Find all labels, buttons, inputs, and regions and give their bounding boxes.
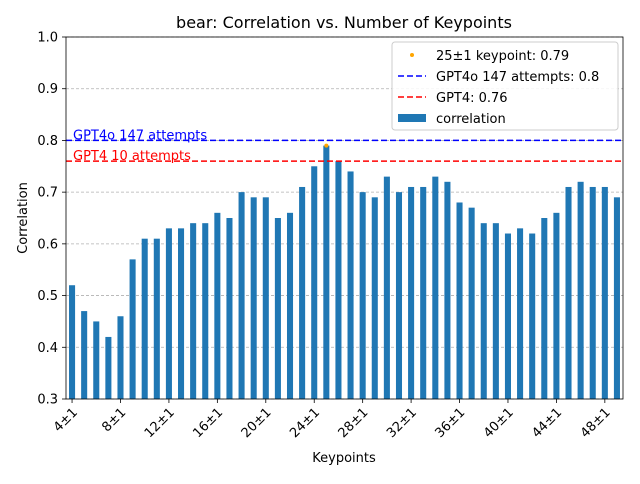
reference-line-annotation: GPT4o 147 attempts [73,128,207,143]
bar [323,145,330,399]
bar [395,192,403,399]
bar [504,233,511,399]
y-tick-label: 0.7 [37,186,58,201]
bar [529,233,536,399]
bar [202,223,209,399]
bar [553,212,560,399]
bar [93,321,100,399]
bar [371,197,378,399]
bar [468,207,475,399]
bar [286,212,294,399]
legend-box [391,41,619,131]
bar [238,192,245,399]
bar [69,285,76,399]
bar [178,228,185,399]
bar [214,212,221,399]
bar [250,197,257,399]
bar [190,223,197,399]
bar [456,202,463,399]
bar [105,336,112,399]
y-tick-label: 1.0 [37,31,58,46]
chart-title: bear: Correlation vs. Number of Keypoint… [176,13,512,32]
bar [613,197,620,399]
bar [117,316,124,399]
highlight-point [324,143,329,148]
bar [226,218,233,399]
y-tick-label: 0.3 [37,393,58,408]
bar [274,218,281,399]
y-tick-label: 0.6 [37,237,58,252]
bar [541,218,548,399]
bar [383,176,390,399]
bar [420,186,427,399]
bar [492,223,499,399]
y-tick-label: 0.9 [37,82,58,97]
bar [589,186,596,399]
bar [408,186,415,399]
bar [565,186,572,399]
bar [432,176,439,399]
bar [347,171,354,399]
legend: 25±1 keypoint: 0.79 GPT4o 147 attempts: 0… [391,41,619,131]
y-tick-label: 0.8 [37,134,58,149]
bar [311,166,318,399]
legend-label: 25±1 keypoint: 0.79 [436,49,569,64]
y-axis-label: Correlation [16,182,31,254]
bar [299,186,306,399]
bar [153,238,160,399]
legend-label: correlation [436,112,506,127]
bar [141,238,148,399]
x-axis-label: Keypoints [312,451,376,466]
legend-key-highlight-point [410,53,414,57]
bar [359,192,366,399]
bar [577,181,584,399]
bar [81,311,88,399]
plot-frame [65,36,624,400]
bar [335,161,342,399]
bar [444,181,451,399]
bar [262,197,269,399]
legend-key-bar [398,114,426,122]
bar [165,228,172,399]
reference-lines: GPT4o 147 attempts GPT4 10 attempts [66,128,623,164]
bars-group [69,145,620,399]
bar [517,228,524,399]
bar [129,259,136,399]
y-tick-label: 0.4 [37,341,58,356]
y-tick-label: 0.5 [37,289,58,304]
bar [601,186,608,399]
reference-line-annotation: GPT4 10 attempts [73,149,191,164]
legend-label: GPT4: 0.76 [436,91,508,106]
bar [480,223,487,399]
legend-label: GPT4o 147 attempts: 0.8 [436,70,599,85]
